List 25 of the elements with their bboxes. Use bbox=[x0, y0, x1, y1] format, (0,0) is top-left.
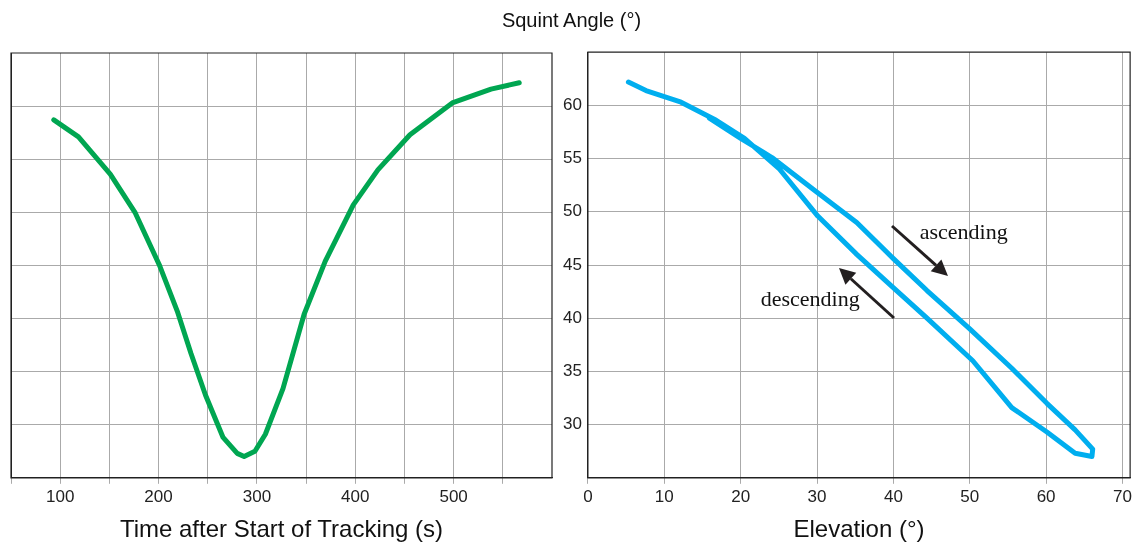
y-tick-label: 40 bbox=[562, 307, 582, 327]
y-axis-title: Squint Angle (°) bbox=[500, 8, 643, 33]
y-tick-label: 35 bbox=[562, 361, 582, 381]
x-tick-label: 20 bbox=[731, 486, 751, 506]
y-tick-label: 30 bbox=[562, 414, 582, 434]
x-tick-label: 60 bbox=[1036, 486, 1056, 506]
x-tick-label: 50 bbox=[960, 486, 980, 506]
x-axis-title: Elevation (°) bbox=[793, 515, 925, 543]
x-tick-label: 0 bbox=[583, 486, 593, 506]
annotation: ascending bbox=[919, 218, 1008, 244]
y-tick-label: 50 bbox=[562, 201, 582, 221]
x-axis-title: Time after Start of Tracking (s) bbox=[119, 515, 444, 543]
x-tick-label: 40 bbox=[883, 486, 903, 506]
y-tick-label: 45 bbox=[562, 254, 582, 274]
x-tick-label: 400 bbox=[341, 486, 370, 506]
x-tick-label: 10 bbox=[654, 486, 674, 506]
x-tick-label: 500 bbox=[439, 486, 468, 506]
x-tick-label: 200 bbox=[144, 486, 173, 506]
x-tick-label: 30 bbox=[807, 486, 827, 506]
x-tick-label: 300 bbox=[242, 486, 272, 506]
y-tick-label: 55 bbox=[562, 148, 582, 168]
x-tick-label: 70 bbox=[1113, 486, 1132, 506]
y-tick-label: 60 bbox=[562, 95, 582, 115]
x-tick-label: 100 bbox=[45, 486, 75, 506]
annotation: descending bbox=[760, 286, 860, 312]
